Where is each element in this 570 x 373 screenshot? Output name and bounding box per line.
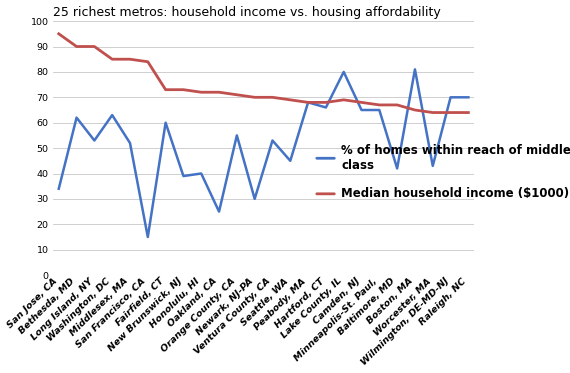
- Text: 25 richest metros: household income vs. housing affordability: 25 richest metros: household income vs. …: [54, 6, 441, 19]
- Text: Median household income ($1000): Median household income ($1000): [341, 187, 569, 200]
- Text: % of homes within reach of middle
class: % of homes within reach of middle class: [341, 144, 570, 172]
